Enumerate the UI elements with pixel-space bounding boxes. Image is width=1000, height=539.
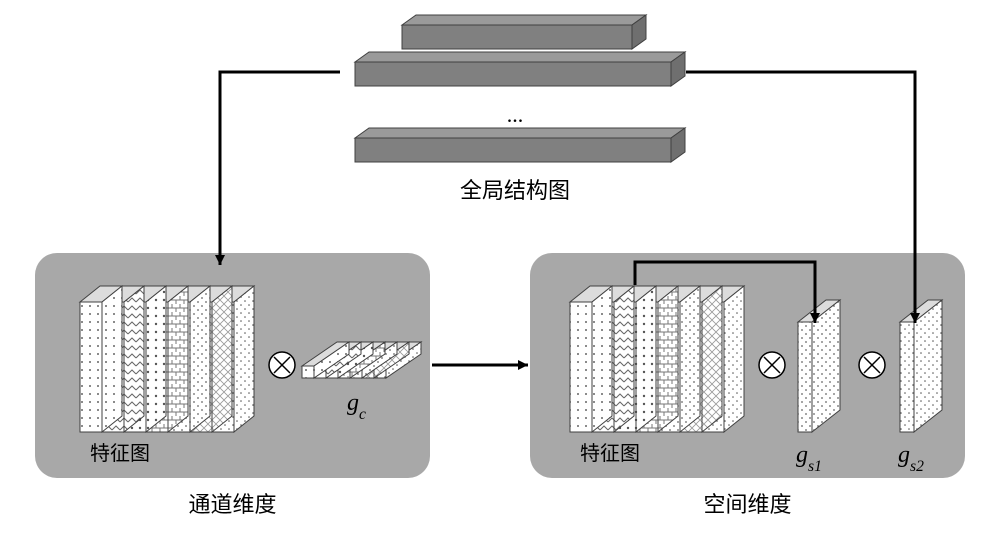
- spatial-feature-map: [570, 286, 744, 432]
- channel-feature-label: 特征图: [90, 442, 150, 465]
- global-bar-0: [402, 25, 632, 49]
- spatial-feature-label: 特征图: [580, 442, 640, 465]
- spatial-panel-label: 空间维度: [703, 492, 791, 517]
- global-structure-bars: [355, 15, 685, 162]
- gs2-slab: [900, 300, 942, 432]
- global-bars-ellipsis: ...: [507, 102, 524, 127]
- channel-panel-label: 通道维度: [188, 492, 276, 517]
- global-structure-label: 全局结构图: [460, 178, 570, 203]
- gs1-slab: [798, 300, 840, 432]
- global-bar-2: [355, 138, 671, 162]
- global-bar-1: [355, 62, 671, 86]
- arrow-global-to-channel: [220, 72, 340, 265]
- channel-feature-map: [80, 286, 254, 432]
